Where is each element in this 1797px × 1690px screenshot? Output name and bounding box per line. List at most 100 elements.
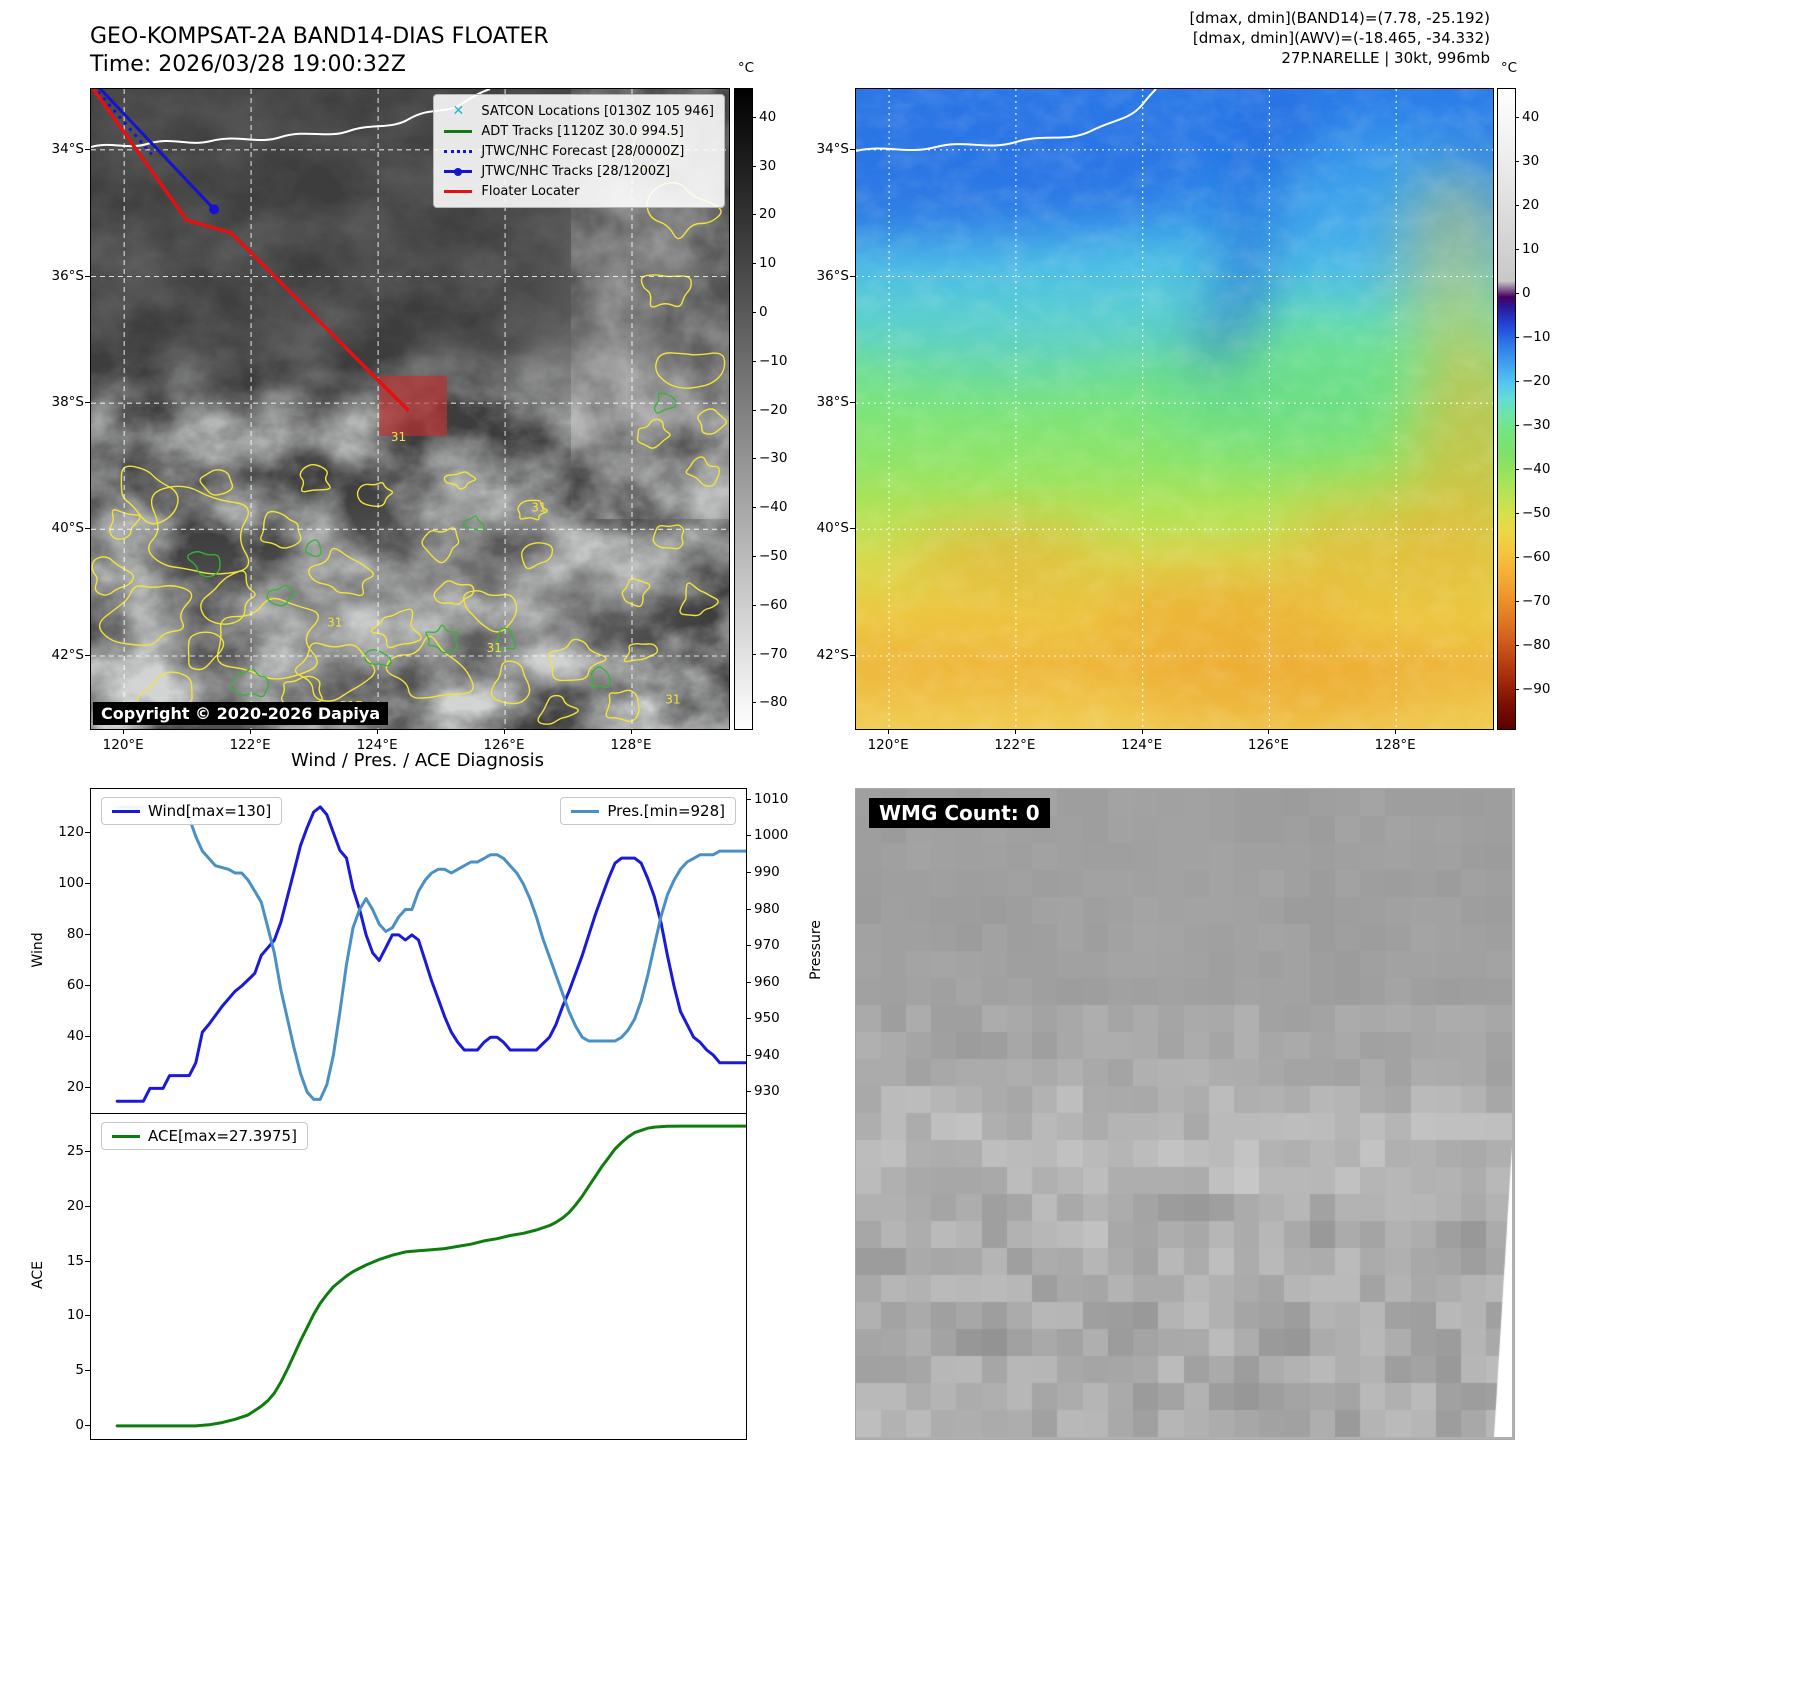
contour-line (679, 582, 719, 617)
legend-item: ADT Tracks [1120Z 30.0 994.5] (444, 121, 714, 141)
contour-line (200, 570, 256, 625)
contour-line (370, 608, 422, 649)
y-tick-label: 930 (754, 1083, 780, 1100)
awv-colorbar-tick-label: −30 (1522, 417, 1551, 434)
contour-line (636, 418, 671, 449)
contour-line (517, 499, 548, 521)
awv-colorbar-tick-label: −80 (1522, 637, 1551, 654)
legend-item: ✕ SATCON Locations [0130Z 105 946] (444, 101, 714, 121)
contour-line (187, 551, 221, 578)
awv-lon-tick-label: 120°E (867, 737, 909, 753)
awv-map-canvas (856, 89, 1493, 729)
band14-colorbar-tick-label: 0 (759, 304, 768, 320)
legend-line-icon (444, 149, 473, 153)
awv-colorbar-tick-label: −70 (1522, 593, 1551, 610)
contour-line (120, 465, 179, 525)
legend-line-icon (444, 167, 473, 176)
contour-line (653, 392, 678, 414)
awv-lat-tick-label: 38°S (816, 394, 850, 411)
y-tick-label: 80 (66, 925, 84, 942)
grid-lines (856, 89, 1493, 729)
band14-colorbar-tick-label: −40 (759, 499, 788, 516)
contour-label: 31 (487, 641, 502, 655)
awv-colorbar-tick-label: −10 (1522, 328, 1551, 345)
y-tick-label: 10 (66, 1307, 84, 1324)
contour-line (199, 469, 234, 496)
band14-lat-tick-label: 36°S (51, 267, 85, 284)
y-tick-label: 25 (66, 1143, 84, 1160)
contour-line (655, 352, 726, 389)
contour-line (548, 638, 607, 682)
contour-label: 31 (531, 500, 546, 514)
legend-item: JTWC/NHC Tracks [28/1200Z] (444, 161, 714, 181)
coastline (856, 89, 1157, 152)
wind-pressure-plot-area (115, 805, 746, 1103)
awv-colorbar-tick-label: 20 (1522, 196, 1540, 213)
y-tick-label: 120 (58, 823, 84, 840)
contour-line (230, 668, 270, 698)
band14-lat-tick-label: 38°S (51, 394, 85, 411)
satcon-x-icon: ✕ (452, 103, 465, 119)
ace-chart: ACE[max=27.3975] (90, 1113, 747, 1440)
y-tick-label: 100 (58, 874, 84, 891)
contour-line (109, 509, 141, 540)
band14-lat-tick-label: 34°S (51, 140, 85, 157)
wmg-count-label: WMG Count: 0 (869, 798, 1050, 828)
storm-info: 27P.NARELLE | 30kt, 996mb (1281, 49, 1490, 67)
jtwc-track-point (209, 204, 220, 215)
awv-colorbar-tick-label: −40 (1522, 461, 1551, 478)
band14-legend: ✕ SATCON Locations [0130Z 105 946] ADT Tra… (433, 94, 725, 208)
y-tick-label: 20 (66, 1079, 84, 1096)
contour-line (621, 578, 651, 608)
ace-plot-area (115, 1124, 746, 1428)
texture-overlay (856, 89, 1493, 729)
series-line (115, 805, 746, 1103)
awv-lon-tick-label: 124°E (1121, 737, 1163, 753)
contour-line (652, 524, 685, 550)
floater-track (91, 89, 410, 413)
pressure-axis-label: Pressure (808, 920, 824, 980)
awv-colorbar-tick-label: 0 (1522, 284, 1531, 301)
awv-colorbar-tick-label: 30 (1522, 152, 1540, 169)
contour-label: 31 (391, 430, 406, 444)
contour-line (462, 515, 485, 531)
contour-line (490, 660, 531, 705)
band14-colorbar-tick-label: −20 (759, 401, 788, 418)
awv-colorbar (1497, 88, 1516, 730)
awv-colorbar-unit: °C (1500, 60, 1518, 76)
band14-satellite-map: 3131313131731 ✕SATCON Locations [0130Z 1… (90, 88, 730, 730)
awv-colorbar-tick-label: −50 (1522, 505, 1551, 522)
legend-item-label: Floater Locater (481, 183, 580, 199)
awv-colorbar-tick-label: 10 (1522, 240, 1540, 257)
contour-line (148, 485, 250, 575)
band14-colorbar-tick-label: 30 (759, 157, 777, 174)
jtwc-track (98, 89, 216, 211)
pressure-legend: Pres.[min=928] (560, 797, 736, 825)
band14-time: Time: 2026/03/28 19:00:32Z (90, 52, 406, 77)
contour-line (187, 631, 225, 671)
legend-item-label: SATCON Locations [0130Z 105 946] (481, 103, 714, 119)
storm-tracks (91, 89, 448, 436)
band14-colorbar-tick-label: −70 (759, 645, 788, 662)
awv-map (855, 88, 1494, 730)
contour-line (685, 456, 720, 487)
awv-lon-tick-label: 126°E (1247, 737, 1289, 753)
wind-legend-label: Wind[max=130] (148, 802, 272, 820)
awv-lat-tick-label: 34°S (816, 140, 850, 157)
y-tick-label: 40 (66, 1028, 84, 1045)
contour-line (385, 635, 474, 699)
contour-line (421, 527, 460, 564)
contour-line (356, 481, 394, 508)
wmg-microwave-image (856, 789, 1512, 1437)
wind-legend: Wind[max=130] (101, 797, 283, 825)
pressure-line-icon (571, 809, 600, 813)
legend-item-label: JTWC/NHC Tracks [28/1200Z] (481, 163, 671, 179)
awv-header: [dmax, dmin](BAND14)=(7.78, -25.192) [dm… (1190, 8, 1490, 68)
legend-item: Floater Locater (444, 181, 714, 201)
ace-legend: ACE[max=27.3975] (101, 1122, 308, 1150)
contour-line (260, 510, 302, 549)
band14-colorbar-tick-label: 20 (759, 206, 777, 223)
series-line (115, 1124, 746, 1428)
band14-colorbar-tick-label: −30 (759, 450, 788, 467)
brightness-temp-contours (91, 128, 727, 725)
